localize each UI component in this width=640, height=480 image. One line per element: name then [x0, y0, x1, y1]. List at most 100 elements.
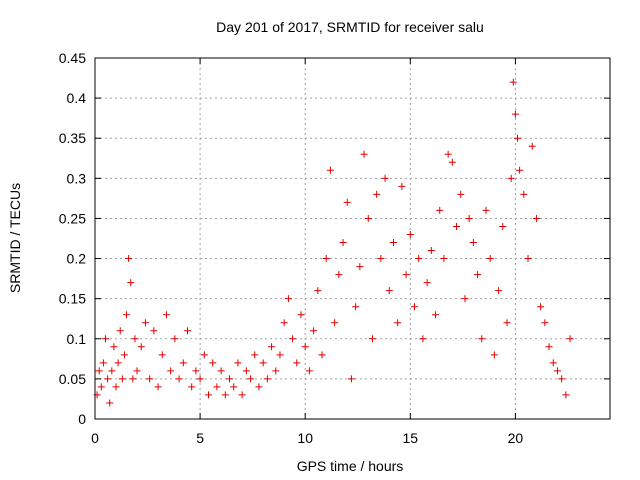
data-point — [125, 255, 133, 263]
data-point — [123, 311, 131, 319]
chart-title: Day 201 of 2017, SRMTID for receiver sal… — [216, 19, 484, 35]
data-point — [167, 367, 175, 375]
data-point — [528, 142, 536, 150]
data-point — [495, 287, 503, 295]
data-point — [389, 239, 397, 247]
data-point — [335, 271, 343, 279]
x-tick-label: 15 — [403, 430, 419, 446]
data-point — [259, 359, 267, 367]
data-point — [141, 319, 149, 327]
y-tick-label: 0 — [78, 411, 86, 427]
data-point — [255, 383, 263, 391]
data-point — [516, 166, 524, 174]
data-point — [352, 303, 360, 311]
x-tick-label: 10 — [297, 430, 313, 446]
data-point — [158, 351, 166, 359]
data-point — [297, 311, 305, 319]
data-point — [381, 174, 389, 182]
data-point — [398, 182, 406, 190]
data-point — [541, 319, 549, 327]
data-point — [326, 166, 334, 174]
data-point — [305, 367, 313, 375]
data-point — [553, 367, 561, 375]
data-point — [280, 319, 288, 327]
data-point — [368, 335, 376, 343]
x-tick-label: 5 — [196, 430, 204, 446]
data-point — [188, 383, 196, 391]
y-tick-label: 0.05 — [59, 371, 86, 387]
data-point — [301, 343, 309, 351]
data-point — [415, 255, 423, 263]
data-point — [356, 263, 364, 271]
data-point — [226, 375, 234, 383]
data-point — [385, 287, 393, 295]
plot-area-frame — [94, 57, 611, 420]
data-point — [545, 343, 553, 351]
y-tick-label: 0.45 — [59, 50, 86, 66]
data-point — [511, 110, 519, 118]
axis-ticks: 0 0.05 0.1 0.15 0.2 0.25 0.3 0.35 0.4 0.45 0 5 10 15 2… — [59, 50, 610, 446]
y-tick-label: 0.3 — [67, 170, 87, 186]
data-point — [129, 375, 137, 383]
data-point — [318, 351, 326, 359]
data-point — [537, 303, 545, 311]
data-point — [566, 335, 574, 343]
data-point — [112, 383, 120, 391]
data-point — [373, 190, 381, 198]
data-point — [331, 319, 339, 327]
data-point — [423, 279, 431, 287]
y-tick-label: 0.35 — [59, 130, 86, 146]
data-point — [524, 255, 532, 263]
data-point — [162, 311, 170, 319]
data-point — [230, 383, 238, 391]
data-point — [133, 367, 141, 375]
data-point — [106, 399, 114, 407]
data-point — [108, 367, 116, 375]
data-point — [474, 271, 482, 279]
data-point — [402, 271, 410, 279]
data-point — [486, 255, 494, 263]
data-point — [263, 375, 271, 383]
data-point — [146, 375, 154, 383]
data-point — [406, 230, 414, 238]
data-point — [419, 335, 427, 343]
data-point — [127, 279, 135, 287]
data-point — [104, 375, 112, 383]
data-point — [509, 78, 517, 86]
data-point — [360, 150, 368, 158]
data-point — [364, 214, 372, 222]
data-point — [436, 206, 444, 214]
data-point — [276, 351, 284, 359]
x-tick-label: 0 — [91, 430, 99, 446]
data-point — [247, 375, 255, 383]
data-point — [562, 391, 570, 399]
data-point — [154, 383, 162, 391]
data-point — [469, 239, 477, 247]
data-point — [137, 343, 145, 351]
x-axis-label: GPS time / hours — [297, 458, 404, 474]
data-point — [175, 375, 183, 383]
y-tick-label: 0.25 — [59, 210, 86, 226]
data-point — [114, 359, 122, 367]
data-point — [251, 351, 259, 359]
data-point — [478, 335, 486, 343]
y-tick-label: 0.15 — [59, 291, 86, 307]
data-point — [131, 335, 139, 343]
data-point — [453, 222, 461, 230]
data-point — [427, 247, 435, 255]
data-point — [242, 367, 250, 375]
data-point — [322, 255, 330, 263]
data-point — [444, 150, 452, 158]
data-point — [514, 134, 522, 142]
data-point — [310, 327, 318, 335]
data-point — [482, 206, 490, 214]
data-point — [339, 239, 347, 247]
data-point — [293, 359, 301, 367]
data-point — [238, 391, 246, 399]
data-point — [520, 190, 528, 198]
data-point — [99, 359, 107, 367]
data-point — [284, 295, 292, 303]
y-tick-label: 0.2 — [67, 251, 87, 267]
y-tick-label: 0.4 — [67, 90, 87, 106]
